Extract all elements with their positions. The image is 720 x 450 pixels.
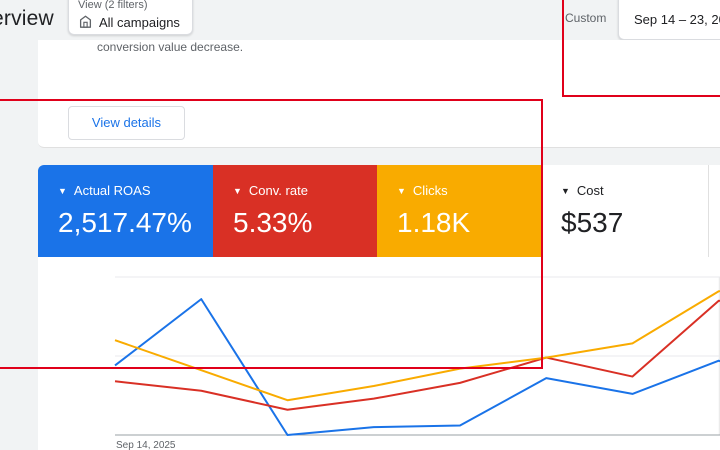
top-bar: erview View (2 filters) All campaigns Cu… — [0, 0, 720, 40]
metric-label-actual-roas: ▼ Actual ROAS — [58, 183, 151, 198]
metric-label-text: Clicks — [412, 183, 448, 198]
metric-label-cost: ▼ Cost — [561, 183, 604, 198]
date-range-value: Sep 14 – 23, 20 — [634, 12, 720, 27]
metric-label-clicks: ▼ Clicks — [397, 183, 448, 198]
dropdown-arrow-icon[interactable]: ▼ — [397, 186, 406, 196]
metric-tile-actual-roas[interactable]: ▼ Actual ROAS 2,517.47% — [38, 165, 213, 257]
metric-label-conv-rate: ▼ Conv. rate — [233, 183, 308, 198]
view-filter-chip[interactable]: View (2 filters) All campaigns — [68, 0, 193, 35]
metric-label-text: Cost — [576, 183, 604, 198]
metric-value-conv-rate: 5.33% — [233, 207, 313, 238]
metric-value-actual-roas: 2,517.47% — [58, 207, 192, 238]
insight-text: conversion value decrease. — [97, 40, 244, 54]
metric-value-clicks: 1.18K — [397, 207, 471, 238]
dropdown-arrow-icon[interactable]: ▼ — [561, 186, 570, 196]
campaign-icon — [79, 15, 92, 28]
metric-tile-conv-rate[interactable]: ▼ Conv. rate 5.33% — [213, 165, 377, 257]
insight-card: conversion value decrease. View details — [38, 40, 720, 148]
date-range-type-label: Custom — [565, 11, 607, 25]
page-title: erview — [0, 7, 54, 30]
dropdown-arrow-icon[interactable]: ▼ — [58, 186, 67, 196]
view-filter-value: All campaigns — [99, 15, 180, 30]
metric-tile-cost[interactable]: ▼ Cost $537 — [541, 165, 709, 257]
view-filter-label: View (2 filters) — [78, 0, 148, 11]
dropdown-arrow-icon[interactable]: ▼ — [233, 186, 242, 196]
metrics-card: ▼ Actual ROAS 2,517.47% ▼ Conv. rate 5.33%… — [38, 165, 720, 450]
view-details-button[interactable]: View details — [68, 106, 185, 140]
date-range-picker[interactable]: Sep 14 – 23, 20 — [618, 0, 720, 40]
metric-tile-clicks[interactable]: ▼ Clicks 1.18K — [377, 165, 541, 257]
metric-label-text: Actual ROAS — [73, 183, 151, 198]
metric-value-cost: $537 — [561, 207, 624, 238]
metric-label-text: Conv. rate — [248, 183, 308, 198]
